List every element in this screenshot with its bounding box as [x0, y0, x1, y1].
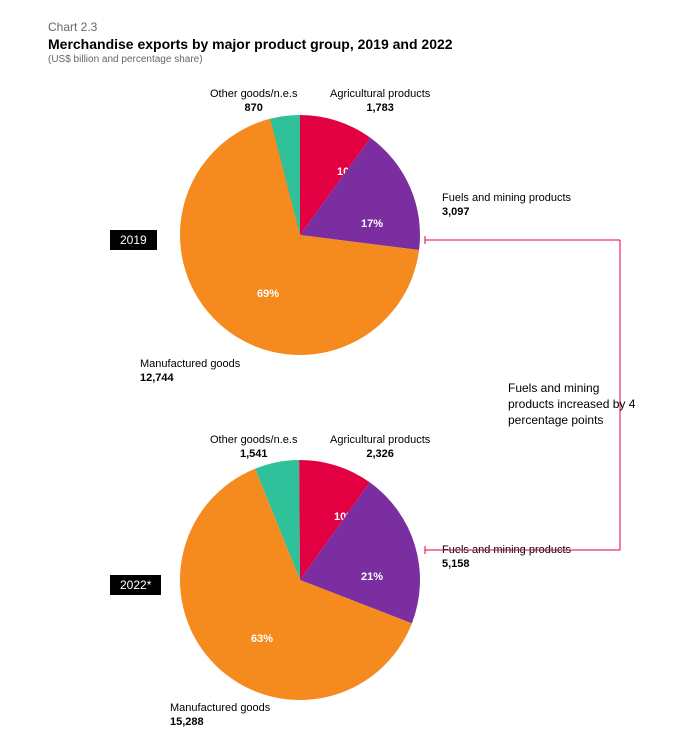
annotation-text: Fuels and mining products increased by 4…: [508, 380, 648, 429]
connector-bracket: [0, 0, 676, 720]
chart-stage: 20195%10%17%69%Other goods/n.e.s870Agric…: [0, 0, 676, 720]
